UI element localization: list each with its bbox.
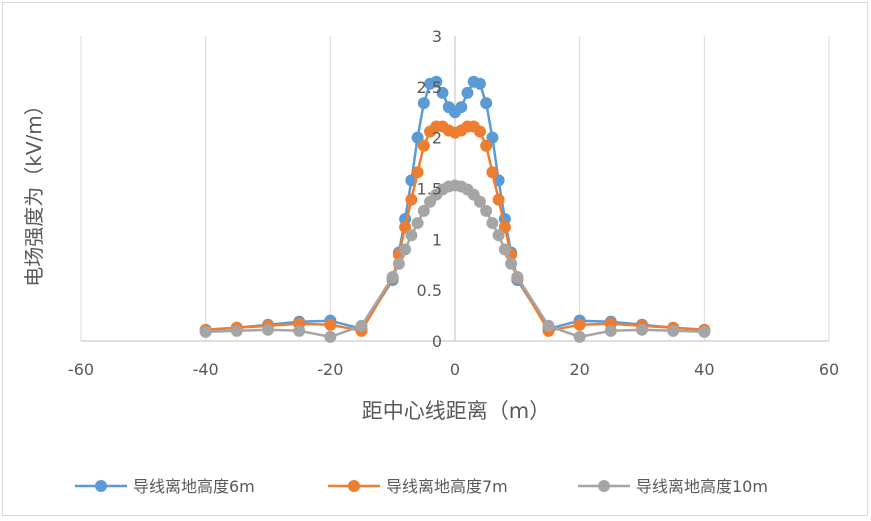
y-tick-label: 0 [432,332,442,351]
data-point [199,325,212,338]
data-point [480,97,493,110]
legend-item-1: 导线离地高度6m [75,477,255,496]
data-point [492,229,505,242]
data-point [324,330,337,343]
x-tick-label: 60 [819,360,839,379]
x-tick-label: -60 [68,360,94,379]
legend: 导线离地高度6m 导线离地高度7m 导线离地高度10m [75,477,768,496]
x-tick-label: 40 [694,360,714,379]
data-point [399,243,412,256]
data-point [480,204,493,217]
series-3 [199,179,711,343]
data-point [698,325,711,338]
data-point [498,221,511,234]
data-point [355,319,368,332]
data-point [492,193,505,206]
data-point [417,139,430,152]
y-tick-label: 2 [432,129,442,148]
data-point [436,86,449,99]
data-point [405,193,418,206]
legend-swatch-marker [598,480,610,492]
data-point [262,323,274,336]
legend-label: 导线离地高度7m [386,477,508,496]
series-layer [199,75,711,343]
data-point [411,217,424,230]
data-point [473,195,486,208]
y-tick-label: 3 [432,27,442,46]
data-point [480,139,493,152]
y-tick-label: 0.5 [417,281,442,300]
data-point [636,323,648,336]
data-point [473,125,486,138]
y-tick-label: 1 [432,230,442,249]
data-point [486,217,499,230]
legend-label: 导线离地高度10m [636,477,768,496]
data-point [511,270,524,283]
data-point [455,101,468,114]
legend-item-3: 导线离地高度10m [578,477,768,496]
data-point [486,166,499,179]
data-point [417,204,430,217]
x-tick-label: 0 [450,360,460,379]
x-tick-label: -20 [317,360,343,379]
y-tick-label: 1.5 [417,180,442,199]
x-axis-title: 距中心线距离（m） [362,399,550,423]
data-point [505,257,518,270]
data-point [293,324,306,337]
legend-swatch-marker [95,480,107,492]
data-point [573,330,586,343]
data-point [430,75,443,88]
data-point [386,270,399,283]
data-point [230,324,243,337]
data-point [324,318,337,331]
data-point [392,257,405,270]
legend-label: 导线离地高度6m [133,477,255,496]
data-point [667,324,680,337]
data-point [486,131,499,144]
data-point [573,318,586,331]
tick-layer: -60 -40 -20 0 20 40 60 0 0.5 1 1.5 2 2.5 3 [68,27,839,379]
y-tick-label: 2.5 [417,78,442,97]
data-point [473,77,486,90]
data-point [604,324,617,337]
x-tick-label: -40 [193,360,219,379]
data-point [461,86,474,99]
data-point [417,97,430,110]
x-tick-label: 20 [569,360,589,379]
legend-swatch-marker [348,480,360,492]
y-axis-title: 电场强度为（kV/m） [22,95,46,286]
data-point [411,131,424,144]
data-point [411,166,424,179]
legend-item-2: 导线离地高度7m [328,477,508,496]
data-point [542,319,555,332]
data-point [399,221,412,234]
data-point [405,229,418,242]
data-point [498,243,511,256]
